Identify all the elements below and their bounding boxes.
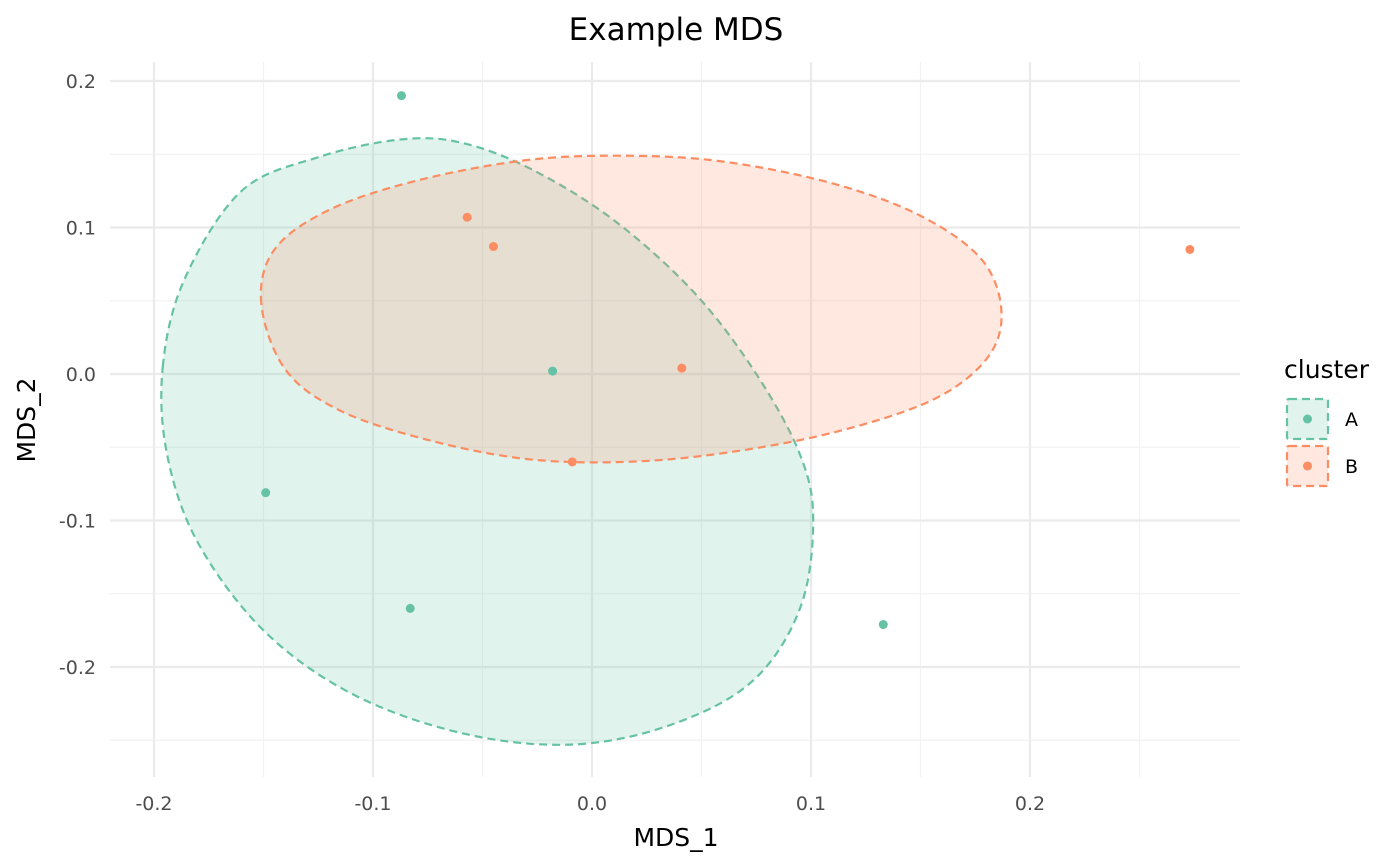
legend-title: cluster: [1284, 355, 1370, 384]
point-cluster-B: [677, 363, 687, 373]
point-cluster-A: [548, 366, 558, 376]
x-tick-label: 0.0: [577, 793, 607, 815]
x-tick-label: -0.2: [135, 793, 172, 815]
y-tick-label: -0.2: [59, 657, 96, 679]
point-cluster-A: [405, 603, 415, 613]
point-cluster-B: [1185, 244, 1195, 254]
point-cluster-B: [488, 242, 498, 252]
point-cluster-A: [261, 488, 271, 498]
data-points: [261, 91, 1195, 630]
point-cluster-A: [396, 91, 406, 101]
cluster-ellipses: [160, 137, 1003, 746]
legend-items: AB: [1285, 397, 1358, 488]
legend-point-A: [1303, 414, 1312, 424]
y-tick-label: -0.1: [59, 511, 96, 533]
legend: cluster AB: [1284, 355, 1370, 488]
y-tick-label: 0.2: [66, 71, 96, 93]
y-axis-title: MDS_2: [12, 377, 41, 462]
chart-title: Example MDS: [569, 12, 784, 48]
legend-point-B: [1303, 461, 1312, 471]
x-axis-ticks: -0.2 -0.1 0.0 0.1 0.2: [135, 793, 1045, 815]
point-cluster-B: [567, 457, 577, 467]
y-tick-label: 0.0: [66, 364, 96, 386]
legend-label-A: A: [1345, 409, 1358, 431]
point-cluster-B: [462, 212, 472, 222]
minor-grid: [110, 62, 1240, 777]
y-tick-label: 0.1: [66, 218, 96, 240]
x-tick-label: -0.1: [354, 793, 391, 815]
x-tick-label: 0.1: [796, 793, 826, 815]
ellipse-cluster-B: [259, 154, 1003, 464]
ellipse-cluster-A: [160, 137, 815, 746]
legend-item-A: A: [1285, 397, 1358, 441]
point-cluster-A: [878, 620, 888, 630]
x-tick-label: 0.2: [1015, 793, 1045, 815]
major-grid: [110, 62, 1240, 777]
legend-label-B: B: [1345, 456, 1358, 478]
x-axis-title: MDS_1: [633, 823, 718, 852]
legend-item-B: B: [1285, 444, 1358, 488]
y-axis-ticks: 0.2 0.1 0.0 -0.1 -0.2: [59, 71, 96, 679]
